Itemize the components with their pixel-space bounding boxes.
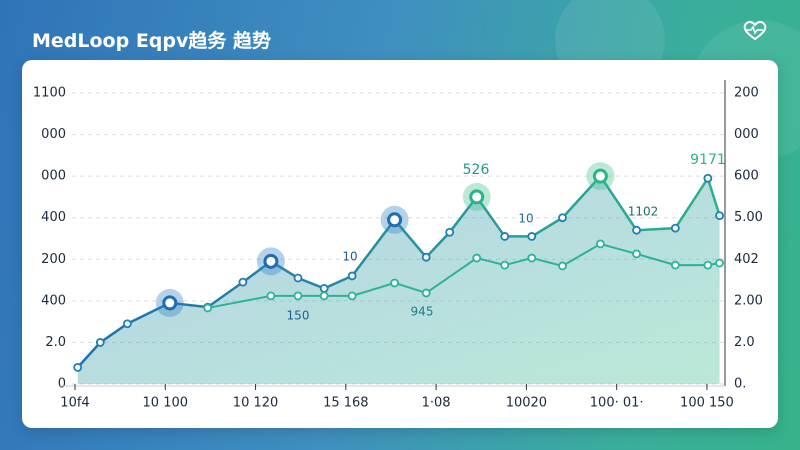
point: [293, 291, 303, 301]
y2-tick-label: 600: [734, 169, 759, 184]
point: [73, 362, 83, 372]
point: [632, 225, 641, 235]
y-tick-label: 1100: [33, 86, 66, 101]
point: [263, 253, 279, 269]
point: [266, 291, 276, 301]
x-tick-label: 10f4: [60, 396, 89, 411]
point: [703, 173, 713, 183]
y2-tick-label: 2.00: [734, 293, 763, 308]
x-tick-label: 10 120: [233, 396, 279, 411]
point: [390, 278, 399, 288]
point: [527, 253, 537, 263]
point: [500, 232, 510, 241]
y2-tick-label: 200: [734, 86, 759, 101]
point: [293, 273, 303, 283]
point: [347, 291, 357, 301]
point: [596, 239, 605, 249]
point: [632, 249, 641, 259]
x-tick-label: 100· 01·: [590, 396, 644, 411]
point: [715, 211, 724, 221]
point: [500, 260, 510, 270]
point: [347, 271, 357, 281]
annotation: 1102: [628, 205, 659, 219]
point: [122, 319, 132, 329]
point: [703, 260, 713, 270]
point: [319, 283, 329, 293]
point: [558, 213, 567, 223]
app-title: MedLoop Eqpv趋务 趋势: [32, 30, 272, 52]
x-tick-label: 10020: [506, 396, 547, 411]
annotation: 9171: [690, 152, 726, 168]
x-tick-label: 1·08: [422, 396, 451, 411]
point: [387, 212, 403, 228]
pulse-icon: [746, 25, 763, 35]
series-line: [76, 174, 721, 369]
series-line: [207, 242, 720, 309]
y2-tick-label: 0.: [734, 377, 746, 392]
y-tick-label: 400: [41, 210, 66, 225]
point: [670, 260, 680, 270]
x-tick-label: 10 100: [143, 396, 189, 411]
y2-tick-label: 000: [734, 127, 759, 142]
point: [421, 252, 431, 262]
point: [715, 258, 724, 268]
point: [472, 253, 482, 263]
y-tick-label: 200: [41, 252, 66, 267]
y2-tick-label: 2.0: [734, 335, 755, 350]
point: [203, 303, 213, 313]
y2-tick-label: 5.00: [734, 210, 763, 225]
y2-tick-label: 402: [734, 252, 759, 267]
y-tick-label: 0: [58, 377, 66, 392]
point: [238, 277, 248, 287]
annotation: 10: [518, 212, 533, 226]
y-tick-label: 000: [41, 169, 66, 184]
annotation: 150: [287, 309, 310, 323]
x-tick-label: 15 168: [323, 396, 369, 411]
point: [445, 227, 455, 237]
annotation: 945: [411, 305, 434, 319]
annotation: 10: [342, 250, 357, 264]
point: [162, 295, 178, 311]
area: [77, 176, 720, 384]
point: [592, 168, 608, 184]
y-tick-label: 000: [41, 127, 66, 142]
point: [319, 291, 329, 301]
point: [558, 261, 567, 271]
point: [469, 189, 485, 205]
point: [95, 338, 105, 347]
heart-icon: [743, 21, 767, 41]
point: [421, 288, 431, 298]
y-tick-label: 400: [41, 293, 66, 308]
annotation: 526: [463, 162, 490, 178]
y-tick-label: 2.0: [45, 335, 66, 350]
point: [527, 232, 537, 241]
x-tick-label: 100 150: [680, 396, 734, 411]
point: [670, 223, 680, 233]
